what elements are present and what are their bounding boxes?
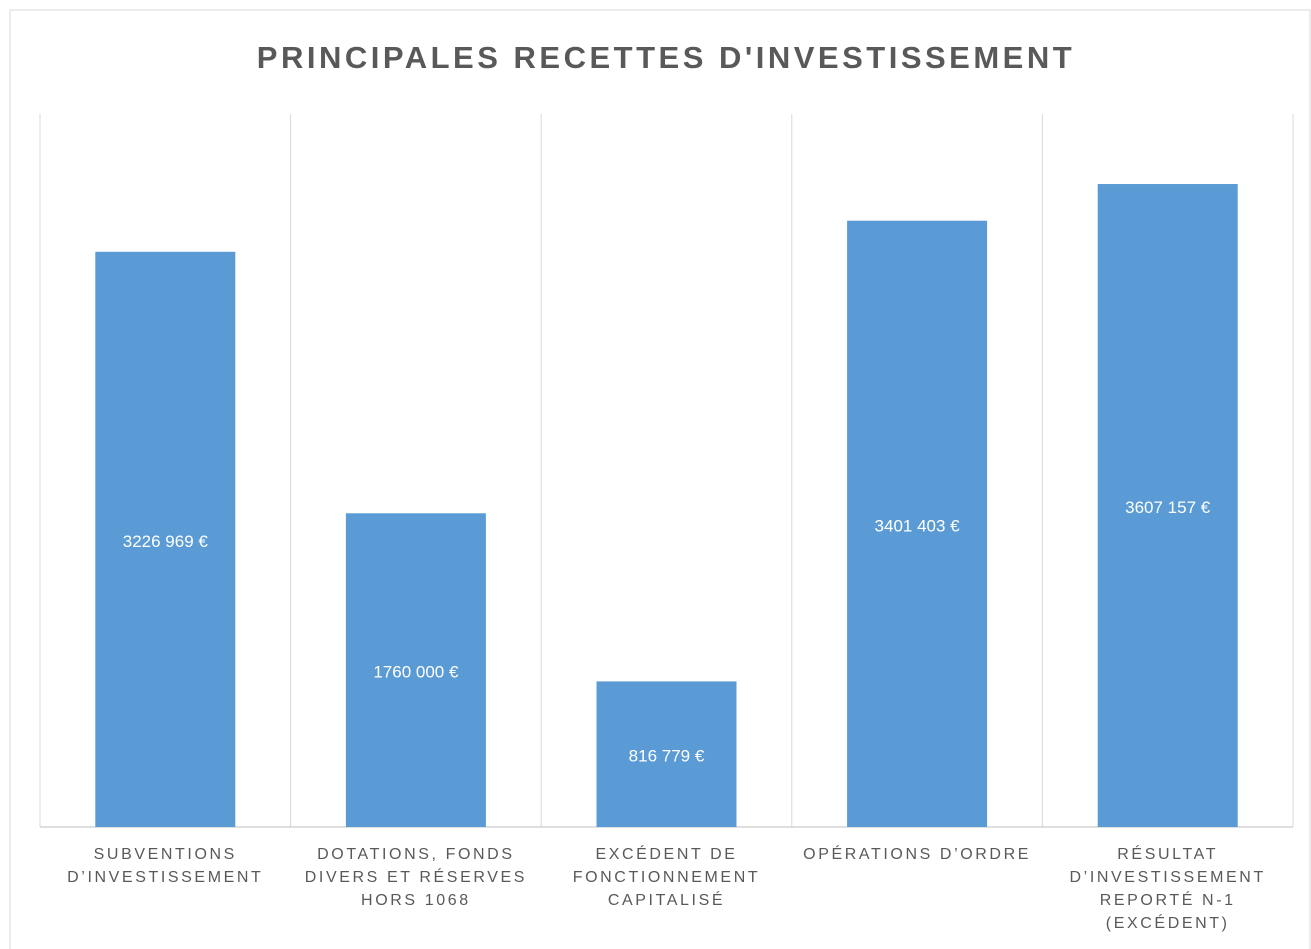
x-tick-label: DOTATIONS, FONDS DIVERS ET RÉSERVES HORS… xyxy=(304,846,528,909)
value-label: 3226 969 € xyxy=(123,532,209,551)
x-tick-label: OPÉRATIONS D’ORDRE xyxy=(803,846,1032,863)
x-tick-label: SUBVENTIONS D’INVESTISSEMENT xyxy=(67,846,264,886)
value-label: 816 779 € xyxy=(629,747,705,766)
chart-title: PRINCIPALES RECETTES D'INVESTISSEMENT xyxy=(257,40,1075,75)
x-tick-label: RÉSULTAT D’INVESTISSEMENT REPORTÉ N-1 (E… xyxy=(1069,846,1266,932)
value-label: 3607 157 € xyxy=(1125,498,1211,517)
x-tick-label: EXCÉDENT DE FONCTIONNEMENT CAPITALISÉ xyxy=(572,846,761,909)
bar xyxy=(596,681,737,827)
bar xyxy=(1097,184,1238,827)
bar xyxy=(847,220,988,827)
bar xyxy=(345,513,486,827)
bar xyxy=(95,251,236,827)
value-label: 1760 000 € xyxy=(373,663,459,682)
value-label: 3401 403 € xyxy=(875,516,961,535)
